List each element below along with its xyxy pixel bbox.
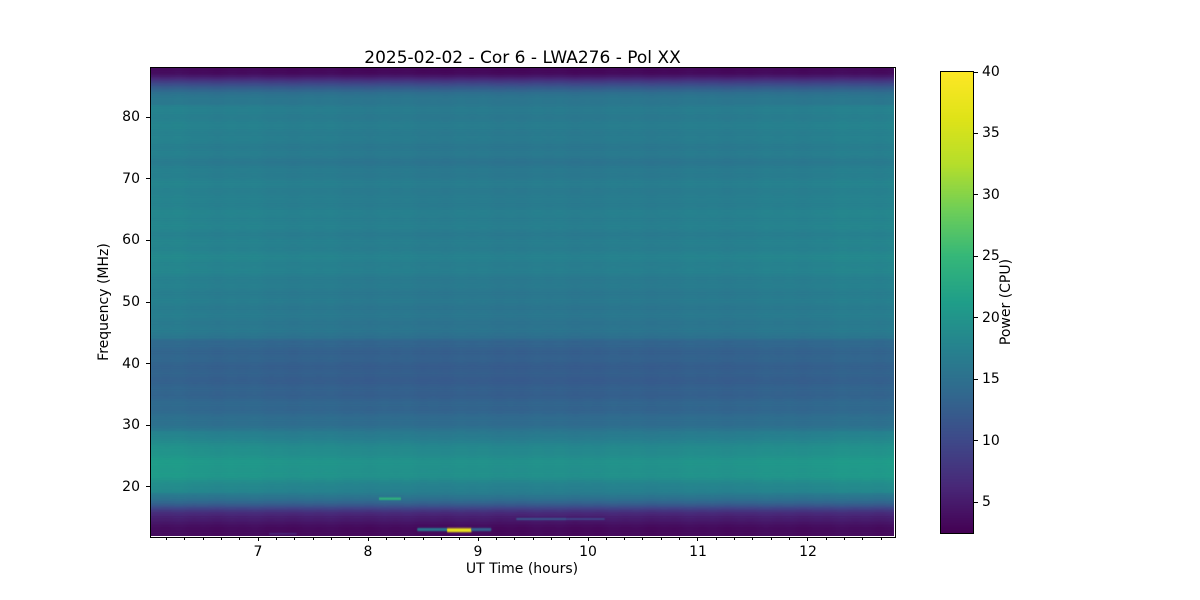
x-minor-tick [862, 537, 864, 540]
x-minor-tick [220, 537, 222, 540]
colorbar-tick-label: 20 [982, 309, 1000, 326]
x-minor-tick [330, 537, 332, 540]
colorbar-tick-label: 25 [982, 248, 1000, 265]
y-major-tick [146, 239, 150, 241]
x-minor-tick [844, 537, 846, 540]
x-minor-tick [495, 537, 497, 540]
x-major-tick [477, 537, 479, 541]
y-tick-label: 60 [122, 232, 140, 249]
x-tick-label: 12 [799, 544, 817, 560]
x-tick-label: 8 [363, 544, 373, 560]
x-minor-tick [789, 537, 791, 540]
x-tick-label: 7 [253, 544, 263, 560]
x-minor-tick [404, 537, 406, 540]
x-minor-tick [715, 537, 717, 540]
x-minor-tick [770, 537, 772, 540]
colorbar-tick [974, 194, 978, 196]
colorbar-label: Power (CPU) [998, 258, 1014, 346]
y-tick-label: 20 [122, 478, 140, 495]
colorbar-tick-label: 40 [982, 64, 1000, 80]
x-minor-tick [679, 537, 681, 540]
x-minor-tick [605, 537, 607, 540]
x-minor-tick [734, 537, 736, 540]
colorbar-tick [974, 317, 978, 319]
x-minor-tick [184, 537, 186, 540]
colorbar-tick [974, 378, 978, 380]
x-minor-tick [239, 537, 241, 540]
x-major-tick [367, 537, 369, 541]
x-minor-tick [660, 537, 662, 540]
x-minor-tick [825, 537, 827, 540]
x-minor-tick [165, 537, 167, 540]
colorbar-tick-label: 5 [982, 494, 991, 511]
y-major-tick [146, 424, 150, 426]
x-minor-tick [514, 537, 516, 540]
y-tick-label: 80 [122, 109, 140, 126]
y-major-tick [146, 363, 150, 365]
x-tick-label: 10 [579, 544, 597, 560]
colorbar-tick [974, 440, 978, 442]
colorbar-tick-label: 30 [982, 186, 1000, 203]
y-major-tick [146, 486, 150, 488]
spectrogram-heatmap [151, 68, 894, 536]
x-minor-tick [275, 537, 277, 540]
y-tick-label: 50 [122, 294, 140, 310]
colorbar-tick-label: 35 [982, 125, 1000, 142]
colorbar-tick [974, 71, 978, 73]
y-major-tick [146, 301, 150, 303]
x-minor-tick [550, 537, 552, 540]
x-minor-tick [202, 537, 204, 540]
colorbar-tick [974, 132, 978, 134]
x-minor-tick [752, 537, 754, 540]
x-major-tick [587, 537, 589, 541]
x-minor-tick [532, 537, 534, 540]
x-minor-tick [642, 537, 644, 540]
y-major-tick [146, 178, 150, 180]
x-axis-label: UT Time (hours) [465, 561, 579, 577]
x-minor-tick [294, 537, 296, 540]
x-minor-tick [385, 537, 387, 540]
colorbar-gradient [941, 72, 973, 533]
x-major-tick [697, 537, 699, 541]
x-minor-tick [422, 537, 424, 540]
x-tick-label: 11 [689, 544, 707, 560]
x-minor-tick [569, 537, 571, 540]
x-minor-tick [349, 537, 351, 540]
x-minor-tick [459, 537, 461, 540]
x-minor-tick [624, 537, 626, 540]
chart-title: 2025-02-02 - Cor 6 - LWA276 - Pol XX [364, 48, 681, 68]
x-minor-tick [312, 537, 314, 540]
x-minor-tick [880, 537, 882, 540]
x-tick-label: 9 [473, 544, 483, 560]
y-tick-label: 40 [122, 355, 140, 372]
y-tick-label: 30 [122, 417, 140, 434]
y-tick-label: 70 [122, 170, 140, 187]
colorbar-tick-label: 15 [982, 371, 1000, 388]
x-major-tick [257, 537, 259, 541]
y-major-tick [146, 116, 150, 118]
colorbar-tick-label: 10 [982, 432, 1000, 449]
colorbar-tick [974, 501, 978, 503]
colorbar-tick [974, 255, 978, 257]
x-major-tick [807, 537, 809, 541]
x-minor-tick [440, 537, 442, 540]
